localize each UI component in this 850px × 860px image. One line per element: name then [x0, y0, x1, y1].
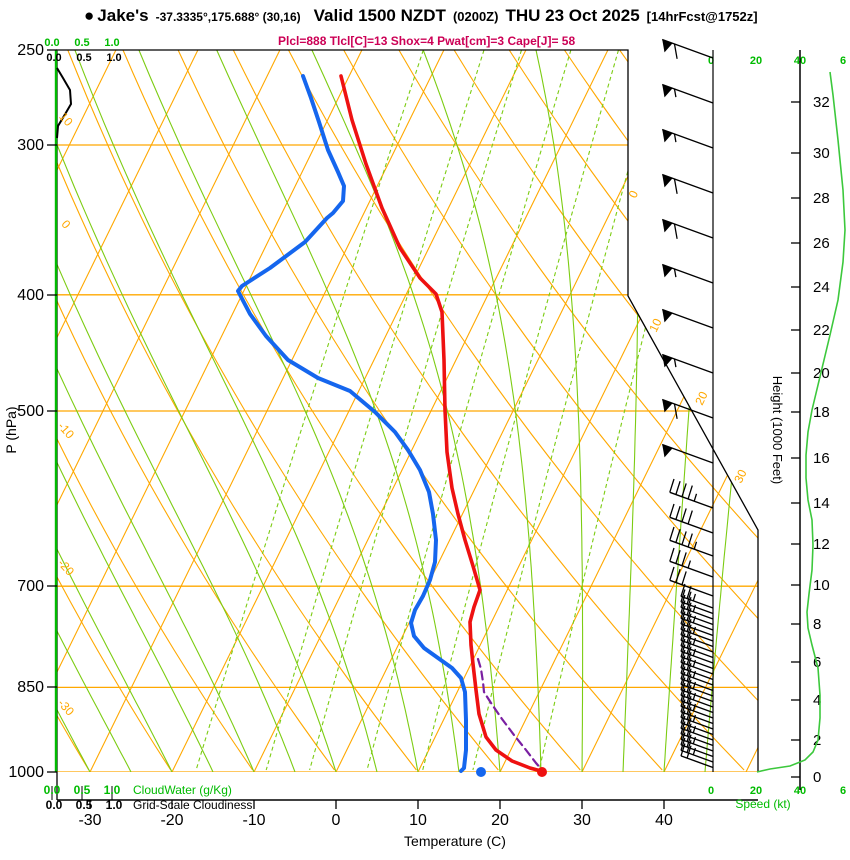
surface-temperature-dot	[537, 767, 547, 777]
parcel-path-curve	[476, 657, 544, 772]
station-name: Jake's	[97, 6, 149, 25]
temperature-curve	[339, 74, 543, 773]
speed-scale-value: 6	[840, 785, 846, 797]
dry-adiabat-label: -20	[55, 556, 77, 578]
dry-adiabat-label: -30	[55, 696, 77, 718]
height-axis-label: 28	[813, 190, 830, 207]
cloudiness-scale-value: 1.0	[106, 52, 121, 64]
speed-scale-value: 0	[708, 785, 714, 797]
speed-scale-value: 6	[840, 55, 846, 67]
cloudiness-axis-title: Grid-Scale Cloudiness	[133, 798, 252, 812]
stability-indices: Plcl=888 Tlcl[C]=13 Shox=4 Pwat[cm]=3 Ca…	[278, 34, 576, 48]
temp-axis-label: -20	[160, 812, 183, 829]
cloudwater-scale-value: 1.0	[104, 783, 121, 797]
mixing-ratio-label: 8	[0, 0, 3, 3]
isotherm-label: 20	[692, 389, 711, 407]
height-axis-label: 12	[813, 536, 830, 553]
temp-axis-label: 10	[409, 812, 427, 829]
temp-axis-label: 40	[655, 812, 673, 829]
speed-scale-value: 20	[750, 785, 762, 797]
speed-scale-value: 40	[794, 785, 806, 797]
temp-axis-label: 30	[573, 812, 591, 829]
station-bullet: ●	[84, 6, 95, 25]
cloudwater-scale-value: 0.0	[44, 783, 61, 797]
valid-zulu: (0200Z)	[452, 9, 499, 24]
height-axis-label: 8	[813, 616, 821, 633]
dry-adiabat-label: 0	[59, 217, 74, 232]
cloudwater-scale-value: 0.5	[74, 37, 89, 49]
mixing-ratio-label: 3	[0, 0, 3, 3]
isotherm-label: 10	[646, 316, 665, 334]
dry-adiabat-label: 10	[56, 110, 76, 130]
cloudwater-scale-value: 0.5	[74, 783, 91, 797]
mixing-ratio-label: 5	[0, 0, 3, 3]
height-axis-label: 0	[813, 769, 821, 786]
temp-axis-label: 20	[491, 812, 509, 829]
valid-date: THU 23 Oct 2025	[505, 6, 640, 25]
temp-axis-label: 0	[332, 812, 341, 829]
cloudwater-scale-value: 0.0	[44, 37, 59, 49]
temp-axis-label: -30	[78, 812, 101, 829]
pressure-axis-label: 500	[17, 403, 44, 420]
valid-time: Valid 1500 NZDT	[313, 6, 446, 25]
height-axis-label: 18	[813, 404, 830, 421]
cloudwater-scale-value: 1.0	[104, 37, 119, 49]
height-axis-label: 26	[813, 235, 830, 252]
temperature-axis-title: Temperature (C)	[404, 833, 506, 849]
height-axis-label: 16	[813, 450, 830, 467]
cloudiness-scale-value: 1.0	[106, 798, 123, 812]
mixing-ratio-label: 1	[0, 0, 3, 3]
height-axis-label: 14	[813, 495, 830, 512]
wind-speed-curve	[756, 71, 846, 773]
speed-scale-value: 20	[750, 55, 762, 67]
pressure-axis-label: 850	[17, 679, 44, 696]
height-axis-label: 24	[813, 279, 830, 296]
speed-scale-value: 0	[708, 55, 714, 67]
temp-axis-label: -10	[242, 812, 265, 829]
height-axis-title: Height (1000 Feet)	[770, 376, 785, 484]
height-axis-label: 4	[813, 692, 821, 709]
dry-adiabat-label: -10	[55, 419, 77, 441]
cloudiness-scale-value: 0.5	[76, 52, 91, 64]
pressure-axis-title: P (hPa)	[3, 406, 19, 453]
height-axis-label: 22	[813, 322, 830, 339]
pressure-axis-label: 250	[17, 42, 44, 59]
wind-barbs	[661, 38, 714, 772]
pressure-axis-label: 400	[17, 287, 44, 304]
cloudiness-scale-value: 0.0	[46, 798, 63, 812]
height-axis-label: 30	[813, 145, 830, 162]
mixing-ratio-label: 12	[0, 0, 6, 3]
surface-dewpoint-dot	[476, 767, 486, 777]
pressure-axis-label: 1000	[8, 764, 44, 781]
forecast-tag: [14hrFcst@1752z]	[646, 9, 758, 24]
mixing-ratio-label: 2	[0, 0, 3, 3]
chart-title: ● Jake's -37.3335°,175.688° (30,16) Vali…	[84, 6, 758, 26]
station-coords: -37.3335°,175.688° (30,16)	[155, 10, 301, 24]
cloudwater-axis-title: CloudWater (g/Kg)	[133, 783, 232, 797]
speed-axis-title: Speed (kt)	[735, 797, 790, 811]
background-line-families	[57, 50, 758, 772]
pressure-axis-label: 700	[17, 578, 44, 595]
dewpoint-curve	[236, 74, 468, 773]
height-axis-label: 32	[813, 94, 830, 111]
height-axis-label: 10	[813, 577, 830, 594]
isotherm-label: 30	[731, 467, 750, 485]
cloudiness-scale-value: 0.0	[46, 52, 61, 64]
cloudiness-profile	[56, 67, 73, 139]
cloudiness-scale-value: 0.5	[76, 798, 93, 812]
pressure-axis-label: 300	[17, 137, 44, 154]
mixing-ratio-label: 20	[0, 0, 6, 3]
